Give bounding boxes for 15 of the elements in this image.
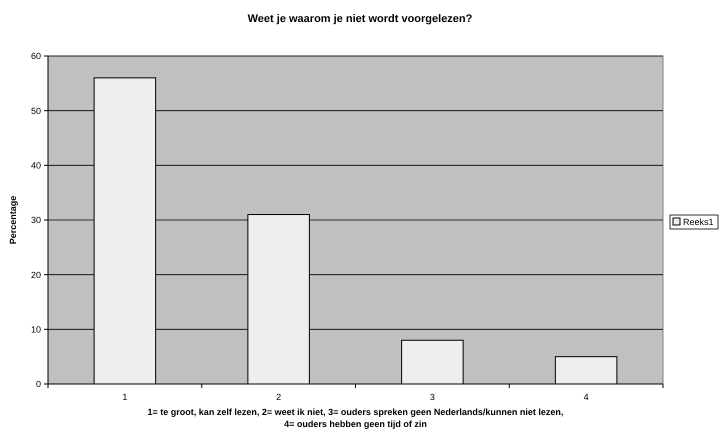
x-axis-title: 1= te groot, kan zelf lezen, 2= weet ik niet, 3= ouders spreken geen Nederlands/kunnen niet lezen, 4= ouders hebben geen tijd of zin (148, 407, 564, 429)
x-tick-label: 3 (430, 392, 435, 402)
legend-label: Reeks1 (683, 217, 714, 228)
y-tick-label: 40 (30, 160, 41, 170)
x-tick-label: 1 (122, 392, 128, 402)
y-tick-label: 0 (36, 379, 41, 390)
chart-title: Weet je waarom je niet wordt voorgelezen? (248, 13, 473, 25)
x-tick-label: 4 (584, 392, 589, 402)
y-tick-label: 30 (30, 215, 41, 226)
y-tick-label: 20 (30, 270, 41, 280)
y-tick-label: 10 (30, 324, 41, 334)
y-tick-label: 50 (30, 106, 41, 116)
y-axis-title: Percentage (8, 196, 18, 244)
y-tick-label: 60 (30, 51, 41, 62)
x-tick-label: 2 (276, 392, 282, 402)
